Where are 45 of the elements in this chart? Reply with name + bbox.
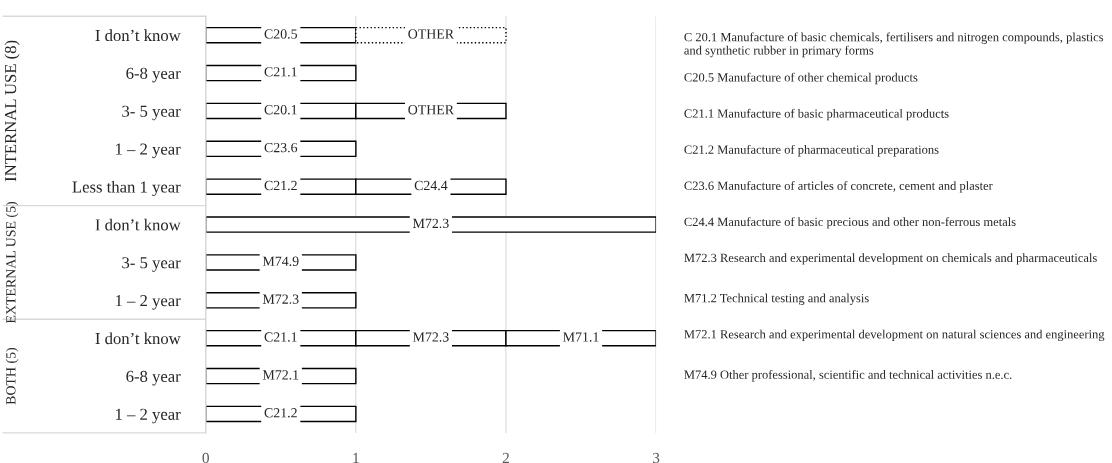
y-tick-label: 1 – 2 year: [116, 143, 181, 159]
data-label: M74.9: [262, 256, 299, 266]
text: BOTH (5): [5, 347, 19, 405]
x-tick-label: 0: [202, 452, 209, 463]
text: C23.6 Manufacture of articles of concrete, cement and plaster: [684, 181, 993, 193]
text: M74.9 Other professional, scientific and technical activities n.e.c.: [684, 369, 1012, 382]
x-tick-label: 2: [502, 452, 509, 463]
text: INTERNAL USE (8): [4, 40, 20, 182]
text: C24.4 Manufacture of basic precious and other non-ferrous metals: [684, 217, 1016, 229]
bar: [205, 216, 657, 233]
data-label: C24.4: [414, 180, 448, 191]
text: C21.2 Manufacture of pharmaceutical preparations: [684, 144, 939, 157]
text: M71.2 Technical testing and analysis: [684, 293, 869, 305]
text: C21.1 Manufacture of basic pharmaceutical products: [684, 108, 949, 121]
text: M72.1 Research and experimental development on natural sciences and engineering: [684, 329, 1105, 342]
y-tick-label: I don’t know: [95, 218, 181, 231]
y-tick-label: 1 – 2 year: [116, 408, 181, 424]
y-tick-label: 3- 5 year: [122, 105, 181, 121]
y-tick-label: I don’t know: [95, 332, 181, 345]
data-label: OTHER: [408, 105, 455, 115]
y-tick-label: 6-8 year: [126, 370, 181, 386]
data-label: C20.1: [264, 105, 297, 115]
x-tick-label: 3: [652, 452, 660, 463]
y-tick-label: 3- 5 year: [122, 257, 181, 272]
y-tick-label: Less than 1 year: [72, 180, 181, 197]
data-label: M72.3: [412, 332, 449, 342]
data-label: M71.1: [563, 332, 599, 342]
data-label: M72.3: [262, 294, 299, 304]
data-label: C23.6: [264, 142, 298, 153]
text: C20.5 Manufacture of other chemical products: [684, 72, 918, 85]
x-tick-label: 1: [353, 452, 359, 463]
y-tick-label: 6-8 year: [126, 67, 181, 83]
y-tick-label: I don’t know: [95, 29, 181, 42]
text: EXTERNAL USE (5): [5, 201, 19, 324]
data-label: M72.1: [262, 370, 299, 380]
data-label: M72.3: [412, 218, 449, 229]
data-label: C21.1: [264, 67, 297, 77]
data-label: C21.2: [264, 408, 297, 418]
data-label: C20.5: [264, 29, 298, 39]
text: C 20.1 Manufacture of basic chemicals, fertilisers and nitrogen compounds, plastics and synthetic rubber in primary forms: [684, 32, 1104, 58]
text: M72.3 Research and experimental development on chemicals and pharmaceuticals: [684, 253, 1097, 265]
y-tick-label: 1 – 2 year: [116, 295, 181, 310]
data-label: C21.1: [264, 332, 297, 342]
data-label: C21.2: [264, 180, 297, 191]
data-label: OTHER: [408, 29, 455, 39]
